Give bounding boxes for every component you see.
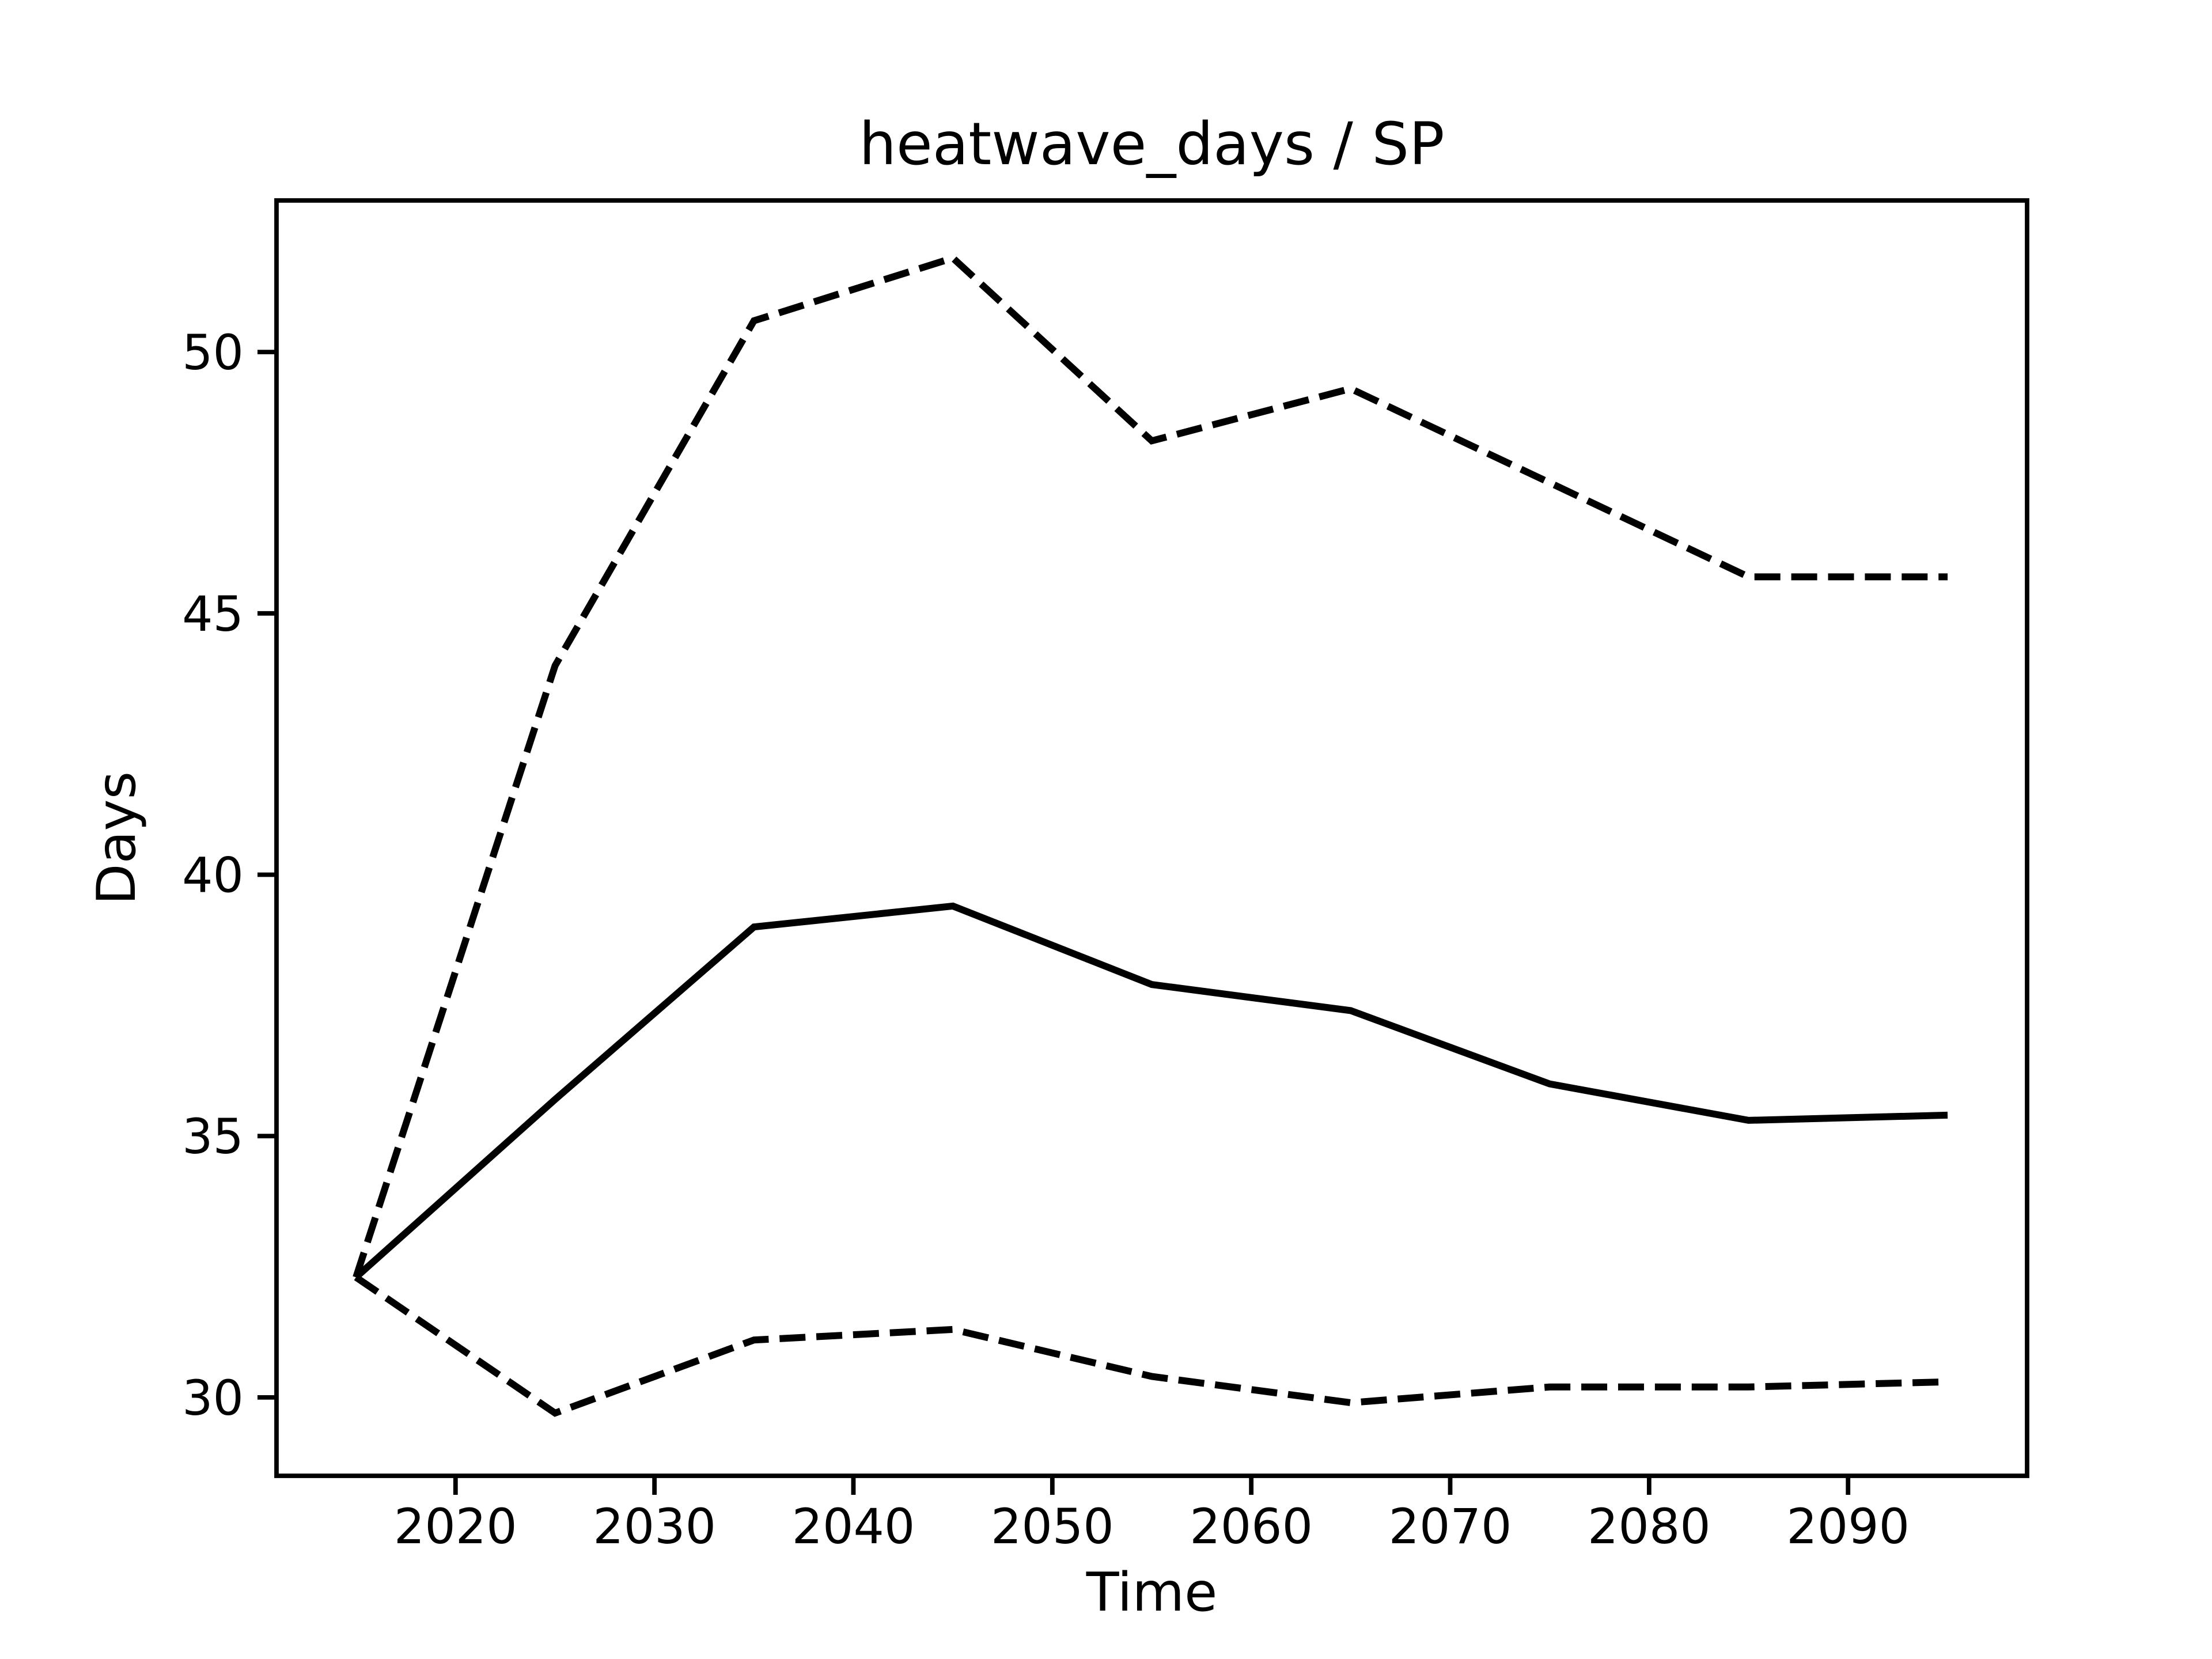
x-tick-label: 2090 xyxy=(1786,1498,1910,1555)
y-tick-label: 50 xyxy=(182,324,244,381)
x-tick-label: 2020 xyxy=(394,1498,517,1555)
x-tick-label: 2030 xyxy=(593,1498,716,1555)
x-tick-label: 2070 xyxy=(1389,1498,1512,1555)
y-tick-label: 30 xyxy=(182,1370,244,1426)
y-tick-label: 45 xyxy=(182,586,244,642)
series-upper_bound-line xyxy=(353,254,1948,1279)
x-tick-label: 2080 xyxy=(1588,1498,1711,1555)
chart-title: heatwave_days / SP xyxy=(859,110,1444,179)
series-mean-line xyxy=(354,902,1948,1280)
y-tick-label: 35 xyxy=(182,1108,244,1165)
y-tick-label: 40 xyxy=(182,847,244,904)
x-tick-label: 2040 xyxy=(792,1498,915,1555)
x-tick-label: 2050 xyxy=(991,1498,1114,1555)
y-axis-ticks: 30 35 40 45 50 xyxy=(182,324,276,1426)
data-lines xyxy=(353,254,1948,1417)
x-axis-ticks: 2020 2030 2040 2050 2060 2070 2080 2090 xyxy=(394,1476,1910,1555)
x-tick-label: 2060 xyxy=(1190,1498,1313,1555)
plot-frame xyxy=(274,198,2029,1478)
series-lower_bound-line xyxy=(354,1274,1948,1417)
x-axis-label: Time xyxy=(1086,1561,1218,1623)
y-axis-label: Days xyxy=(85,771,147,905)
